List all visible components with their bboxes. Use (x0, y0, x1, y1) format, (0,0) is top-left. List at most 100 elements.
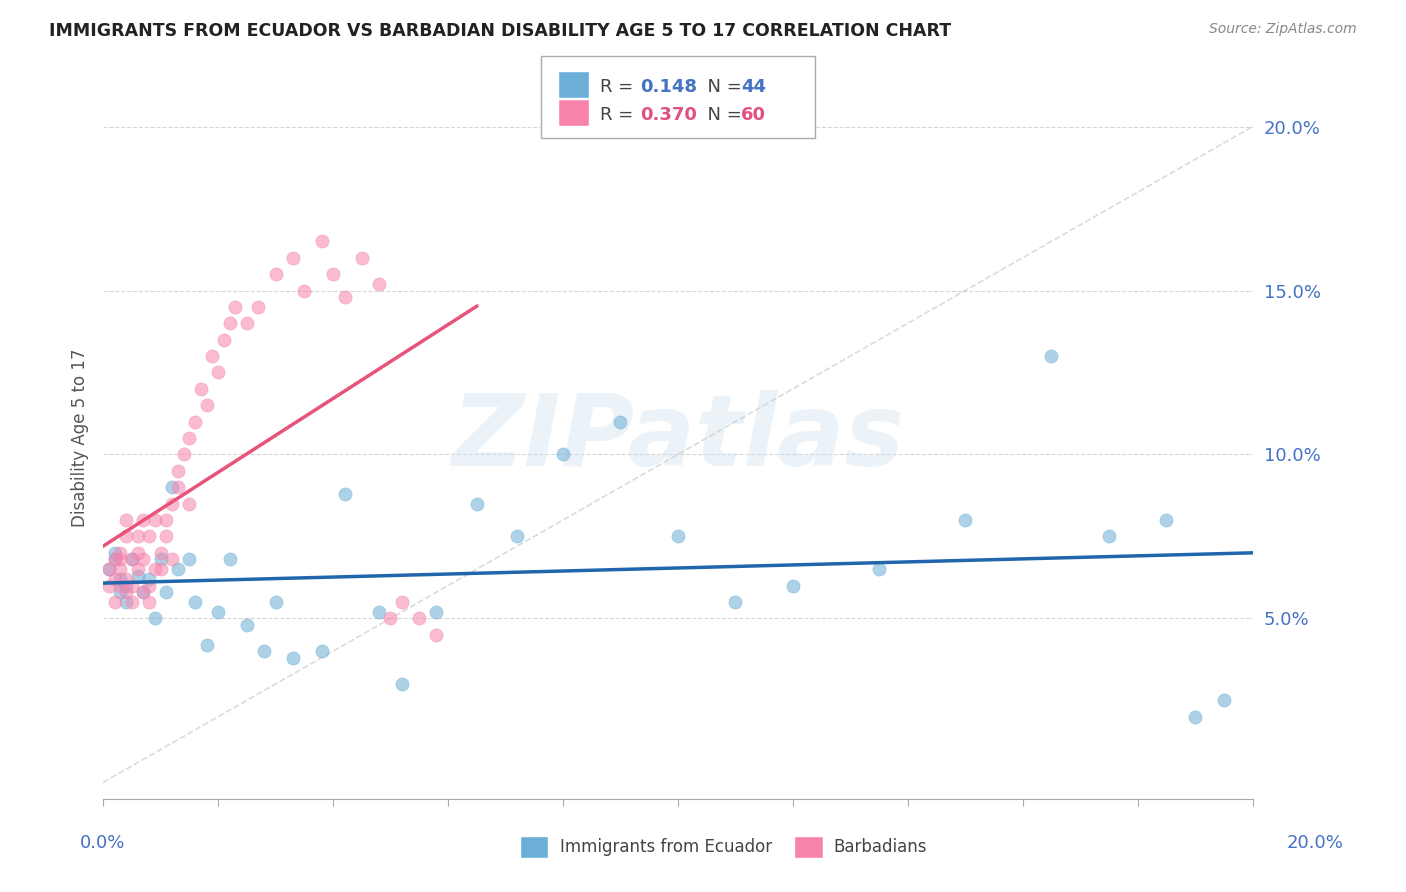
Point (110, 572, 132, 586)
Point (253, 644, 276, 658)
Point (127, 546, 149, 560)
Point (868, 562, 890, 576)
Text: 60: 60 (741, 106, 766, 124)
Point (173, 447, 195, 461)
Point (551, 447, 574, 461)
Point (311, 235, 333, 249)
Point (138, 595, 160, 609)
Text: Barbadians: Barbadians (834, 838, 928, 855)
Point (264, 267, 287, 281)
Point (166, 464, 188, 478)
Point (149, 552, 172, 566)
Point (247, 300, 270, 314)
Point (425, 628, 447, 642)
Point (311, 644, 333, 658)
Point (1212, 693, 1234, 707)
Point (179, 497, 201, 511)
Text: 44: 44 (741, 78, 766, 96)
Point (224, 300, 246, 314)
Point (333, 487, 356, 501)
Point (143, 562, 166, 576)
Point (391, 595, 413, 609)
Point (104, 552, 127, 566)
Point (115, 529, 138, 543)
Point (127, 529, 149, 543)
Point (104, 595, 127, 609)
Point (391, 677, 413, 691)
Point (292, 284, 315, 298)
Text: N =: N = (696, 106, 748, 124)
Point (104, 552, 127, 566)
Point (666, 529, 689, 543)
Point (132, 585, 155, 599)
Point (160, 480, 183, 494)
Point (1098, 529, 1121, 543)
Point (236, 316, 259, 330)
Point (110, 552, 132, 566)
Point (115, 595, 138, 609)
Text: R =: R = (600, 106, 640, 124)
Point (104, 572, 127, 586)
Point (115, 585, 138, 599)
Point (609, 415, 631, 429)
Point (322, 267, 344, 281)
Point (138, 578, 160, 592)
Text: 0.370: 0.370 (640, 106, 696, 124)
Point (121, 552, 143, 566)
Point (1184, 710, 1206, 724)
Point (149, 546, 172, 560)
Point (368, 605, 391, 619)
Point (506, 529, 529, 543)
Y-axis label: Disability Age 5 to 17: Disability Age 5 to 17 (72, 349, 89, 527)
Text: Source: ZipAtlas.com: Source: ZipAtlas.com (1209, 22, 1357, 37)
Point (350, 251, 373, 265)
Point (218, 552, 240, 566)
Point (380, 611, 402, 625)
Point (110, 562, 132, 576)
Point (212, 333, 235, 347)
Point (115, 578, 138, 592)
Point (138, 529, 160, 543)
Point (955, 513, 977, 527)
Text: 20.0%: 20.0% (1286, 834, 1343, 852)
Point (160, 552, 183, 566)
Point (110, 585, 132, 599)
Point (782, 578, 804, 592)
Point (218, 316, 240, 330)
Point (149, 562, 172, 576)
Point (110, 578, 132, 592)
Point (143, 611, 166, 625)
Point (132, 585, 155, 599)
Point (1156, 513, 1178, 527)
Point (115, 513, 138, 527)
Point (155, 585, 177, 599)
Point (195, 398, 218, 412)
Text: R =: R = (600, 78, 640, 96)
Point (155, 529, 177, 543)
Point (127, 568, 149, 582)
Point (166, 480, 188, 494)
Point (121, 552, 143, 566)
Point (465, 497, 488, 511)
Text: Immigrants from Ecuador: Immigrants from Ecuador (560, 838, 772, 855)
Point (368, 277, 391, 291)
Text: ZIPatlas: ZIPatlas (451, 390, 904, 486)
Point (1040, 349, 1063, 363)
Point (127, 562, 149, 576)
Point (104, 546, 127, 560)
Point (166, 562, 188, 576)
Point (333, 290, 356, 304)
Text: 0.0%: 0.0% (80, 834, 125, 852)
Point (160, 497, 183, 511)
Point (121, 578, 143, 592)
Point (207, 366, 229, 380)
Point (201, 349, 224, 363)
Point (724, 595, 747, 609)
Text: N =: N = (696, 78, 748, 96)
Point (115, 572, 138, 586)
Point (97, 562, 120, 576)
Point (281, 650, 304, 665)
Point (408, 611, 430, 625)
Point (184, 595, 207, 609)
Point (110, 546, 132, 560)
